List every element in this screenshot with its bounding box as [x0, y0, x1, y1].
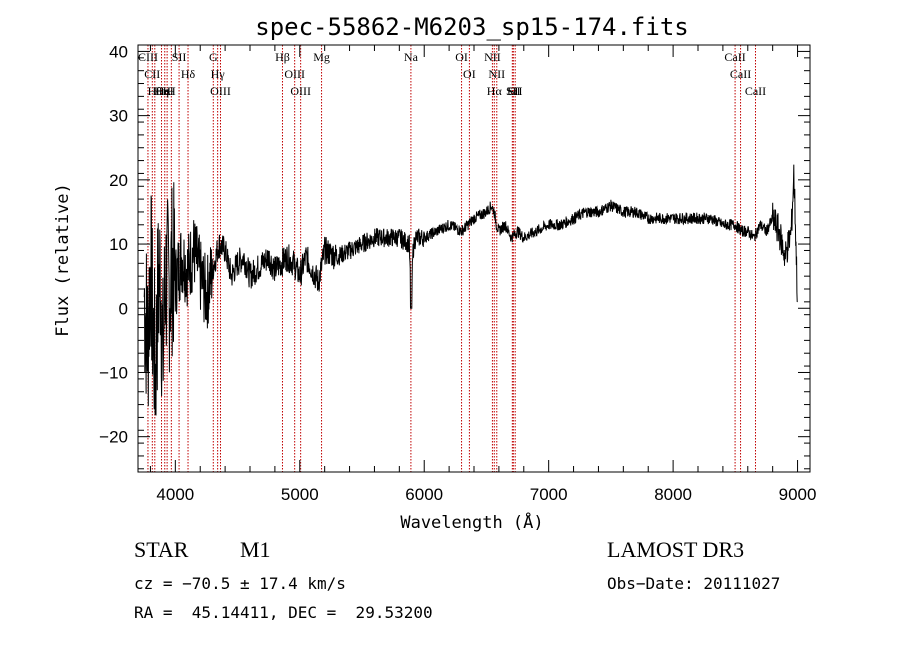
line-label: HeI — [156, 84, 174, 98]
line-label: Hθ — [148, 84, 163, 98]
line-label: OIII — [284, 67, 305, 81]
line-label: CaII — [745, 84, 766, 98]
line-label: Mg — [313, 50, 330, 64]
y-tick-label: 40 — [109, 42, 128, 61]
x-tick-label: 6000 — [405, 485, 443, 504]
y-tick-label: −20 — [99, 428, 128, 447]
line-label: H — [167, 84, 176, 98]
y-tick-label: 0 — [119, 299, 128, 318]
y-tick-label: 30 — [109, 107, 128, 126]
class-label: STAR — [134, 537, 189, 562]
line-label: Hβ — [275, 50, 290, 64]
x-tick-label: 7000 — [530, 485, 568, 504]
redshift-text: cz = −70.5 ± 17.4 km/s — [134, 574, 346, 593]
line-label: OIII — [290, 84, 311, 98]
line-label: OI — [463, 67, 476, 81]
line-label: NII — [484, 50, 501, 64]
line-label: Na — [404, 50, 419, 64]
x-tick-label: 8000 — [654, 485, 692, 504]
axis-ticks — [138, 45, 810, 472]
y-tick-label: 20 — [109, 171, 128, 190]
line-label: NII — [488, 67, 505, 81]
line-label: SII — [172, 50, 187, 64]
y-tick-label: −10 — [99, 363, 128, 382]
coords-text: RA = 45.14411, DEC = 29.53200 — [134, 603, 433, 622]
survey-label: LAMOST DR3 — [607, 537, 745, 562]
line-label: Hδ — [181, 67, 196, 81]
line-label: SII — [508, 84, 523, 98]
x-tick-label: 5000 — [281, 485, 319, 504]
y-tick-labels: −20 −10 0 10 20 30 40 — [99, 42, 128, 446]
line-label: Li — [507, 84, 518, 98]
x-axis-label: Wavelength (Å) — [400, 511, 543, 533]
line-label: Hγ — [211, 67, 226, 81]
obs-date-text: Obs−Date: 20111027 — [607, 574, 781, 593]
x-tick-labels: 4000 5000 6000 7000 8000 9000 — [156, 485, 816, 504]
line-label: CaII — [724, 50, 745, 64]
line-label: Hη — [154, 84, 169, 98]
y-axis-label: Flux (relative) — [53, 183, 73, 337]
line-label: Hα — [487, 84, 503, 98]
x-tick-label: 4000 — [156, 485, 194, 504]
line-label: CIII — [138, 50, 158, 64]
line-label: SII — [506, 84, 521, 98]
line-label: OIII — [210, 84, 231, 98]
line-label: K — [163, 84, 172, 98]
plot-frame — [137, 44, 811, 473]
chart-title: spec-55862-M6203_sp15-174.fits — [255, 13, 688, 41]
line-label: CaII — [730, 67, 751, 81]
y-tick-label: 10 — [109, 235, 128, 254]
line-label: CII — [144, 67, 160, 81]
x-tick-label: 9000 — [779, 485, 817, 504]
subclass-label: M1 — [240, 537, 271, 562]
spectrum-series — [143, 164, 798, 416]
line-label: OI — [455, 50, 468, 64]
line-label: G — [209, 50, 218, 64]
